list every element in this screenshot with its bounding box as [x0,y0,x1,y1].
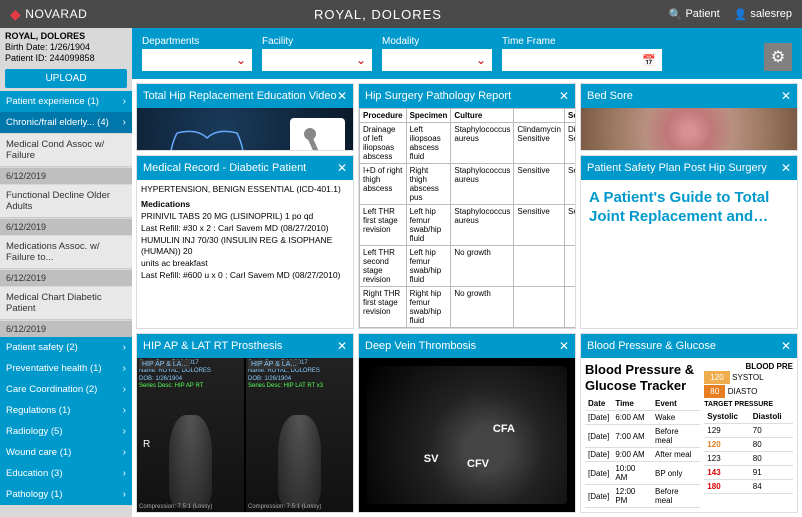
panel-title-bedsore: Bed Sore [587,90,633,102]
logo-icon: ◆ [10,6,21,23]
medrec-body: HYPERTENSION, BENIGN ESSENTIAL (ICD-401.… [137,180,353,328]
implant-inset [290,118,345,150]
sidebar-item[interactable]: Regulations (1)› [0,400,132,421]
filter-facility[interactable]: ⌄ [262,49,372,71]
bp-body: Blood Pressure & Glucose Tracker DateTim… [581,358,797,512]
patient-birth: Birth Date: 1/26/1904 [5,42,127,53]
close-icon[interactable]: ✕ [559,339,569,353]
nav-patient[interactable]: 🔍Patient [669,8,720,21]
close-icon[interactable]: ✕ [337,161,347,175]
topbar: ◆ NOVARAD ROYAL, DOLORES 🔍Patient 👤sales… [0,0,802,28]
close-icon[interactable]: ✕ [559,89,569,103]
filter-departments[interactable]: ⌄ [142,49,252,71]
sidebar-item[interactable]: Medical Chart Diabetic Patient [0,287,132,320]
hip-edu-video[interactable] [137,108,353,150]
pathology-table: ProcedureSpecimenCultureSensitivities Dr… [359,108,575,328]
sidebar-item[interactable]: Care Coordination (2)› [0,379,132,400]
filter-modality-label: Modality [382,36,492,47]
filter-timeframe-label: Time Frame [502,36,662,47]
close-icon[interactable]: ✕ [781,89,791,103]
sidebar-item[interactable]: Chronic/frail elderly... (4)› [0,112,132,133]
panel-title-medrec: Medical Record - Diabetic Patient [143,162,306,174]
patient-title: ROYAL, DOLORES [87,7,669,22]
panel-title-hip-edu: Total Hip Replacement Education Video [143,90,337,102]
sidebar-item[interactable]: Education (3)› [0,463,132,484]
panel-title-pathology: Hip Surgery Pathology Report [365,90,511,102]
safety-body[interactable]: A Patient's Guide to Total Joint Replace… [581,180,797,328]
sidebar-item[interactable]: Pathology (1)› [0,484,132,505]
medrec-diag: HYPERTENSION, BENIGN ESSENTIAL (ICD-401.… [141,184,349,196]
dvt-image[interactable]: SV CFA CFV [359,358,575,512]
sidebar-item[interactable]: Medical Cond Assoc w/ Failure [0,134,132,167]
filter-departments-label: Departments [142,36,252,47]
sidebar-item: 6/12/2019 [0,168,132,184]
filter-modality[interactable]: ⌄ [382,49,492,71]
settings-button[interactable]: ⚙ [764,43,792,71]
sidebar-item: 6/12/2019 [0,219,132,235]
brand-logo: ◆ NOVARAD [10,6,87,23]
patient-id: Patient ID: 244099858 [5,53,127,64]
filter-facility-label: Facility [262,36,372,47]
sidebar-item[interactable]: Functional Decline Older Adults [0,185,132,218]
xray-viewer[interactable]: HIP AP & LA... Study Date: 7/13/2017Name… [137,358,353,512]
calendar-icon: 📅 [642,54,656,67]
search-icon: 🔍 [669,8,683,21]
panel-title-safety: Patient Safety Plan Post Hip Surgery [587,162,767,174]
sidebar-item[interactable]: Wound care (1)› [0,442,132,463]
panels-grid: Total Hip Replacement Education Video✕ H… [132,79,802,517]
sidebar-item[interactable]: Medications Assoc. w/ Failure to... [0,236,132,269]
bp-table: DateTimeEvent [Date]6:00 AMWake[Date]7:0… [585,397,700,508]
upload-button[interactable]: UPLOAD [5,69,127,88]
gear-icon: ⚙ [771,47,785,67]
filter-bar: Departments ⌄ Facility ⌄ Modality ⌄ Time… [132,28,802,79]
brand-text: NOVARAD [25,7,87,21]
bp-tracker-title: Blood Pressure & Glucose Tracker [585,362,700,393]
close-icon[interactable]: ✕ [337,339,347,353]
sidebar-item[interactable]: Patient safety (2)› [0,337,132,358]
nav-user[interactable]: 👤salesrep [734,8,792,21]
sidebar-item[interactable]: Radiology (5)› [0,421,132,442]
sidebar: ROYAL, DOLORES Birth Date: 1/26/1904 Pat… [0,28,132,517]
xray-tab: HIP AP & LA... [248,360,299,369]
xray-tab: HIP AP & LA... [139,360,190,369]
top-nav: 🔍Patient 👤salesrep [669,8,792,21]
sidebar-item[interactable]: Patient experience (1)› [0,91,132,112]
panel-title-bp: Blood Pressure & Glucose [587,340,716,352]
sidebar-item: 6/12/2019 [0,321,132,337]
patient-info: ROYAL, DOLORES Birth Date: 1/26/1904 Pat… [0,28,132,66]
sidebar-item[interactable]: Preventative health (1)› [0,358,132,379]
user-icon: 👤 [734,8,748,21]
panel-title-dvt: Deep Vein Thrombosis [365,340,476,352]
bedsore-image[interactable] [581,108,797,150]
close-icon[interactable]: ✕ [781,161,791,175]
close-icon[interactable]: ✕ [781,339,791,353]
patient-name: ROYAL, DOLORES [5,31,127,42]
sidebar-item: 6/12/2019 [0,270,132,286]
safety-guide-title: A Patient's Guide to Total Joint Replace… [589,188,789,227]
panel-title-xray: HIP AP & LAT RT Prosthesis [143,340,282,352]
medrec-med-header: Medications [141,199,349,211]
close-icon[interactable]: ✕ [337,89,347,103]
filter-timeframe[interactable]: 📅 [502,49,662,71]
